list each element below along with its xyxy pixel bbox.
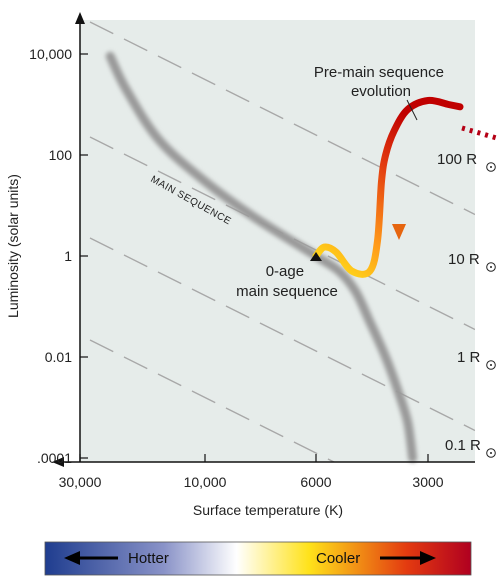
radius-value: 1 <box>457 349 465 366</box>
radius-line <box>89 237 475 432</box>
zero-age-marker <box>310 252 322 261</box>
radius-label-100: 100 R <box>437 151 496 172</box>
y-axis-arrow <box>75 12 85 24</box>
y-tick-label: 100 <box>49 147 73 163</box>
zero-age-label-line1: 0-age <box>266 263 304 280</box>
radius-label-0.1: 0.1 R <box>445 437 496 458</box>
pre-main-sequence-label-line1: Pre-main sequence <box>314 64 444 81</box>
sun-symbol-icon <box>486 262 496 272</box>
svg-text:100 R: 100 R <box>437 151 477 168</box>
plot-background <box>80 20 475 462</box>
pre-main-sequence-label-line2: evolution <box>351 83 411 100</box>
svg-text:10 R: 10 R <box>448 251 480 268</box>
zero-age-label: 0-age main sequence <box>236 263 338 300</box>
radius-value: 100 <box>437 151 462 168</box>
pre-main-sequence-leader <box>406 99 418 121</box>
svg-text:1 R: 1 R <box>457 349 481 366</box>
x-tick-label: 30,000 <box>59 474 102 490</box>
radius-unit: R <box>470 349 481 366</box>
sun-symbol-dot <box>490 364 492 366</box>
main-sequence-band <box>105 51 418 463</box>
svg-text:0.1 R: 0.1 R <box>445 437 481 454</box>
pre-main-sequence-label: Pre-main sequence evolution <box>314 64 448 100</box>
sun-symbol-icon <box>486 448 496 458</box>
y-tick-label: .0001 <box>37 450 72 466</box>
y-axis-ticks: 10,000 100 1 0.01 .0001 <box>29 46 88 466</box>
x-tick-label: 3000 <box>412 474 443 490</box>
x-axis-title: Surface temperature (K) <box>193 502 343 518</box>
radius-line <box>89 21 475 216</box>
x-tick-label: 6000 <box>300 474 331 490</box>
radius-line <box>89 339 336 462</box>
sun-symbol-dot <box>490 166 492 168</box>
radius-label-1: 1 R <box>457 349 496 370</box>
x-tick-label: 10,000 <box>184 474 227 490</box>
sun-symbol-dot <box>490 452 492 454</box>
zero-age-label-line2: main sequence <box>236 283 338 300</box>
y-tick-label: 0.01 <box>45 349 72 365</box>
radius-label-10: 10 R <box>448 251 496 272</box>
axes <box>52 12 475 467</box>
x-axis-arrow <box>52 457 64 467</box>
pre-main-sequence-track <box>312 96 464 278</box>
pre-main-sequence-dotted-extension <box>461 125 501 142</box>
sun-symbol-icon <box>486 162 496 172</box>
cooler-arrow-icon <box>420 551 436 565</box>
y-axis-title: Luminosity (solar units) <box>5 174 21 318</box>
radius-value: 10 <box>448 251 465 268</box>
hotter-arrow-icon <box>64 551 80 565</box>
sun-symbol-dot <box>490 266 492 268</box>
y-tick-label: 1 <box>64 248 72 264</box>
y-tick-label: 10,000 <box>29 46 72 62</box>
radius-value: 0.1 <box>445 437 466 454</box>
x-axis-ticks: 30,000 10,000 6000 3000 <box>59 454 444 490</box>
evolution-direction-arrow <box>392 224 406 240</box>
radius-unit: R <box>469 251 480 268</box>
sun-symbol-icon <box>486 360 496 370</box>
cooler-label: Cooler <box>316 550 360 567</box>
hotter-label: Hotter <box>128 550 169 567</box>
radius-unit: R <box>470 437 481 454</box>
temperature-color-bar: Hotter Cooler <box>44 541 472 576</box>
radius-unit: R <box>466 151 477 168</box>
